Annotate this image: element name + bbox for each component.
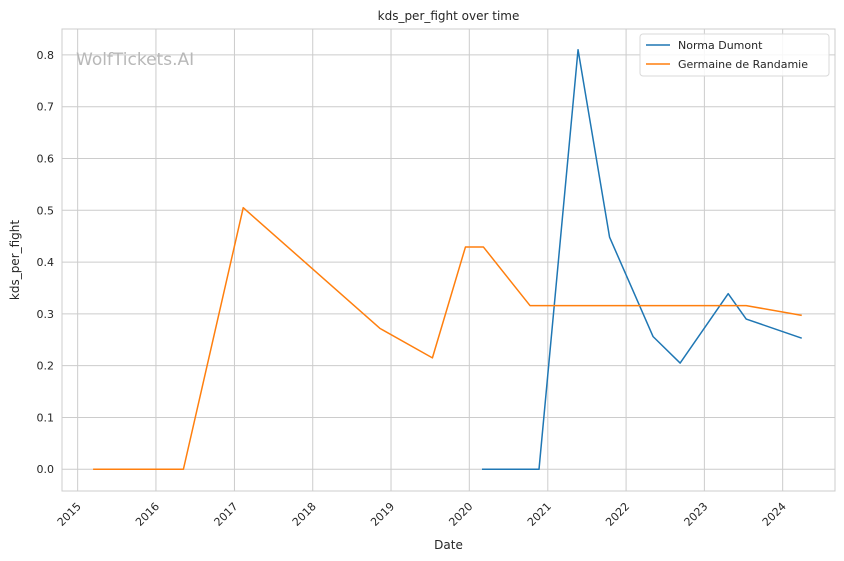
chart-title: kds_per_fight over time bbox=[378, 9, 520, 23]
y-tick-label: 0.0 bbox=[37, 463, 55, 476]
y-tick-label: 0.4 bbox=[37, 256, 55, 269]
x-axis: 2015 2016 2017 2018 2019 2020 2021 2022 2023 2024 bbox=[55, 500, 789, 529]
watermark: WolfTickets.AI bbox=[76, 50, 194, 70]
legend-label: Germaine de Randamie bbox=[678, 58, 808, 71]
series-line-0 bbox=[481, 48, 802, 470]
y-tick-label: 0.8 bbox=[37, 49, 55, 62]
series-lines bbox=[93, 48, 802, 470]
grid bbox=[62, 29, 835, 491]
series-line-1 bbox=[93, 206, 802, 470]
y-tick-label: 0.2 bbox=[37, 360, 55, 373]
legend: Norma Dumont Germaine de Randamie bbox=[639, 33, 830, 77]
y-tick-label: 0.7 bbox=[37, 101, 55, 114]
legend-box bbox=[639, 33, 830, 77]
y-axis-label: kds_per_fight bbox=[8, 220, 22, 301]
y-tick-label: 0.3 bbox=[37, 308, 55, 321]
y-tick-label: 0.1 bbox=[37, 411, 55, 424]
y-tick-label: 0.6 bbox=[37, 152, 55, 165]
x-axis-label: Date bbox=[434, 538, 463, 552]
plot-frame bbox=[61, 28, 836, 492]
y-axis: 0.0 0.1 0.2 0.3 0.4 0.5 0.6 0.7 0.8 bbox=[37, 49, 55, 476]
y-tick-label: 0.5 bbox=[37, 204, 55, 217]
legend-label: Norma Dumont bbox=[678, 39, 763, 52]
